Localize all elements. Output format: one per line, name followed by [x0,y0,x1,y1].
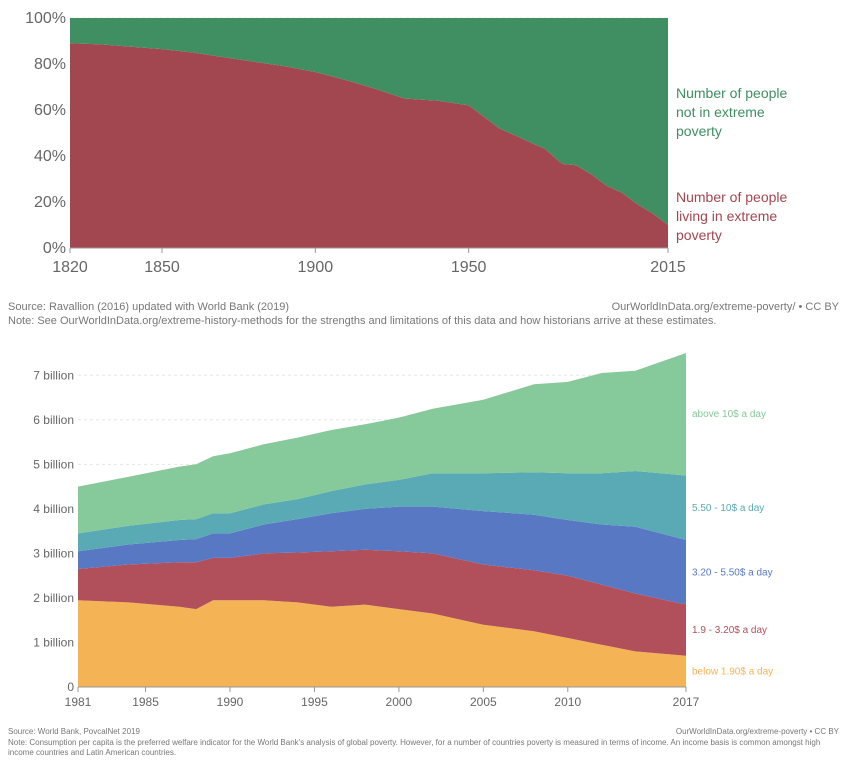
y-tick-label: 100% [25,10,66,27]
chart1-credit[interactable]: OurWorldInData.org/extreme-poverty/ • CC… [611,301,839,313]
x-tick-label: 2015 [650,259,686,276]
label-1-9-3-20-a-day: 1.9 - 3.20$ a day [692,625,767,636]
y-tick-label: 0% [43,240,66,257]
x-tick-label: 1820 [52,259,88,276]
area-below-1-90-a-day[interactable] [78,600,686,687]
chart2-credit[interactable]: OurWorldInData.org/extreme-poverty • CC … [675,727,839,736]
area-3-20-5-50-a-day[interactable] [78,506,686,605]
label-3-20-5-50-a-day: 3.20 - 5.50$ a day [692,567,773,578]
chart1-source: Source: Ravallion (2016) updated with Wo… [8,301,290,313]
y-tick-label: 40% [34,148,66,165]
y-tick-label: 60% [34,102,66,119]
chart1-note: Note: See OurWorldInData.org/extreme-his… [8,315,717,327]
label-not-in-poverty: Number of people not in extreme poverty [676,85,788,139]
y-tick-label: 80% [34,56,66,73]
y-tick-label: 5 billion [33,457,74,471]
label-below-1-90-a-day: below 1.90$ a day [692,666,773,677]
chart-population-by-income: 0 1 billion 2 billion 3 billion 4 billion 5 b… [33,353,773,709]
x-tick-label: 1995 [301,695,328,709]
label-above-10-a-day: above 10$ a day [692,409,766,420]
y-tick-label: 3 billion [33,546,74,560]
area-number-of-people-living-in-extreme-poverty[interactable] [70,43,668,248]
x-tick-label: 1985 [132,695,159,709]
y-tick-label: 4 billion [33,502,74,516]
area-1-9-3-20-a-day[interactable] [78,549,686,656]
x-tick-label: 2000 [386,695,413,709]
y-tick-label: 20% [34,194,66,211]
area-5-50-10-a-day[interactable] [78,471,686,552]
chart2-source: Source: World Bank, PovcalNet 2019 [8,727,140,736]
y-tick-label: 6 billion [33,413,74,427]
y-tick-label: 2 billion [33,591,74,605]
x-tick-label: 1850 [144,259,180,276]
area-number-of-people-not-in-extreme-poverty[interactable] [70,18,668,225]
chart1-notes: Source: Ravallion (2016) updated with Wo… [8,300,839,328]
label-in-poverty: Number of people living in extreme poverty [676,189,788,243]
chart2-note: Note: Consumption per capita is the pref… [8,737,821,758]
y-tick-label: 0 [67,680,74,694]
chart-share-extreme-poverty: 0% 20% 40% 60% 80% 100% 1820 1850 1900 1950 2015 Nu… [25,10,788,276]
y-tick-label: 7 billion [33,368,74,382]
x-tick-label: 1950 [451,259,487,276]
x-tick-label: 1981 [65,695,92,709]
x-tick-label: 2017 [673,695,700,709]
label-5-50-10-a-day: 5.50 - 10$ a day [692,503,764,514]
x-tick-label: 1900 [298,259,334,276]
chart2-notes: Source: World Bank, PovcalNet 2019 OurWo… [8,727,839,759]
x-tick-label: 1990 [217,695,244,709]
y-tick-label: 1 billion [33,635,74,649]
area-above-10-a-day[interactable] [78,353,686,534]
x-tick-label: 2010 [554,695,581,709]
x-tick-label: 2005 [470,695,497,709]
